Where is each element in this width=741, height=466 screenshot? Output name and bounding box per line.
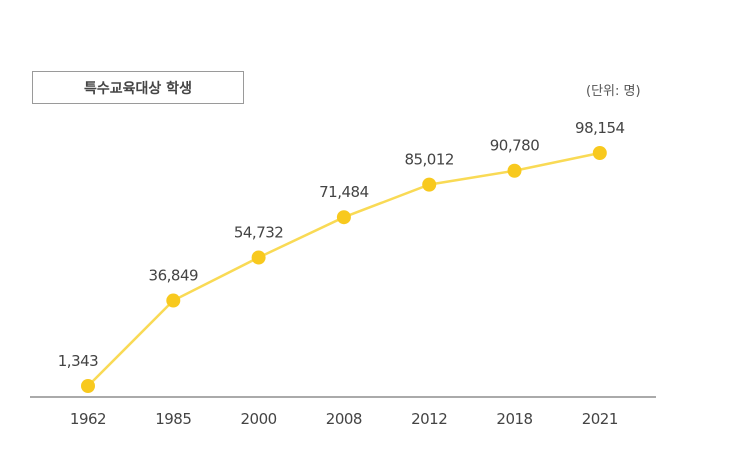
data-point bbox=[592, 146, 607, 160]
x-tick-label: 2008 bbox=[326, 410, 362, 428]
x-tick-label: 2000 bbox=[241, 410, 277, 428]
unit-label: (단위: 명) bbox=[586, 84, 641, 99]
data-label: 90,780 bbox=[490, 137, 540, 155]
data-label: 85,012 bbox=[404, 151, 454, 169]
chart-title: 특수교육대상 학생 bbox=[32, 71, 244, 104]
data-point bbox=[166, 293, 181, 308]
x-tick-label: 2018 bbox=[496, 410, 532, 428]
data-point bbox=[422, 177, 437, 192]
data-point bbox=[81, 379, 95, 393]
data-point bbox=[507, 163, 522, 178]
x-tick-label: 2012 bbox=[411, 410, 447, 428]
data-point bbox=[336, 210, 351, 225]
x-tick-label: 1985 bbox=[155, 410, 191, 428]
data-label: 36,849 bbox=[149, 267, 199, 285]
data-label: 98,154 bbox=[575, 119, 625, 137]
data-label: 54,732 bbox=[234, 224, 284, 242]
x-tick-label: 2021 bbox=[582, 410, 618, 428]
data-label: 71,484 bbox=[319, 183, 369, 201]
data-point bbox=[251, 250, 266, 265]
x-tick-label: 1962 bbox=[70, 410, 106, 428]
data-label: 1,343 bbox=[58, 352, 98, 370]
